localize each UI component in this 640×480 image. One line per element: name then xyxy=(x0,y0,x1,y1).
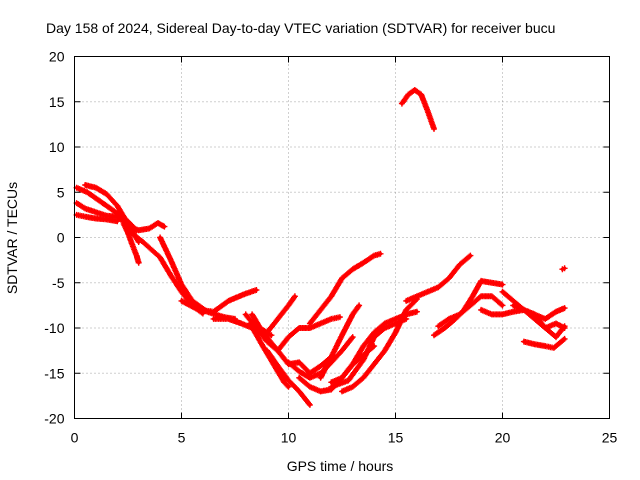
series-band xyxy=(254,294,297,335)
y-tick-label: 10 xyxy=(49,139,65,155)
series-band xyxy=(500,290,567,330)
y-tick-label: 20 xyxy=(49,49,65,65)
series-band xyxy=(308,252,383,326)
series-arc-15 xyxy=(264,347,313,408)
series-arc-19 xyxy=(317,302,363,381)
series-arc-24 xyxy=(398,87,437,132)
series-band xyxy=(248,321,291,389)
series-arc-17 xyxy=(306,250,384,327)
x-tick-label: 15 xyxy=(388,430,404,446)
series-band xyxy=(250,312,334,376)
series-band xyxy=(126,221,167,233)
x-tick-label: 5 xyxy=(178,430,186,446)
x-tick-label: 20 xyxy=(495,430,511,446)
x-axis: 0 5 10 15 20 25 xyxy=(71,56,618,446)
x-tick-label: 0 xyxy=(71,430,79,446)
y-axis-label: SDTVAR / TECUs xyxy=(4,182,20,294)
series-arc-21 xyxy=(339,296,420,395)
series-band xyxy=(318,303,361,380)
x-axis-label: GPS time / hours xyxy=(287,458,394,474)
series-arc-29 xyxy=(510,302,568,341)
y-tick-label: -10 xyxy=(44,320,64,336)
series-arc-09 xyxy=(178,287,260,315)
x-tick-label: 10 xyxy=(281,430,297,446)
series-band xyxy=(436,294,505,328)
series-band xyxy=(74,213,120,223)
series-band xyxy=(404,253,473,303)
series-band xyxy=(179,288,259,314)
y-tick-label: 15 xyxy=(49,94,65,110)
series-arc-26 xyxy=(435,293,506,330)
series-arc-30 xyxy=(520,335,568,351)
y-tick-label: -15 xyxy=(44,365,64,381)
series-band xyxy=(340,297,419,394)
y-tick-label: -5 xyxy=(52,275,65,291)
data-points xyxy=(73,87,568,408)
series-band xyxy=(265,348,312,407)
series-arc-05 xyxy=(73,211,121,225)
y-tick-label: 5 xyxy=(57,184,65,200)
series-band xyxy=(432,279,505,337)
series-band xyxy=(243,312,342,353)
series-arc-23 xyxy=(403,252,474,304)
series-arc-06 xyxy=(125,220,168,234)
y-tick-label: 0 xyxy=(57,230,65,246)
series-band xyxy=(400,88,436,131)
grid-lines xyxy=(74,56,610,419)
y-axis: -20 -15 -10 -5 0 5 10 15 20 xyxy=(44,49,610,427)
series-band xyxy=(329,317,408,389)
chart-title: Day 158 of 2024, Sidereal Day-to-day VTE… xyxy=(46,20,555,36)
x-tick-label: 25 xyxy=(602,430,618,446)
series-arc-31 xyxy=(559,265,568,273)
series-band xyxy=(511,303,567,339)
series-band xyxy=(522,337,567,350)
y-tick-label: -20 xyxy=(44,411,64,427)
series-band xyxy=(560,266,567,271)
series-arc-22 xyxy=(328,315,410,390)
